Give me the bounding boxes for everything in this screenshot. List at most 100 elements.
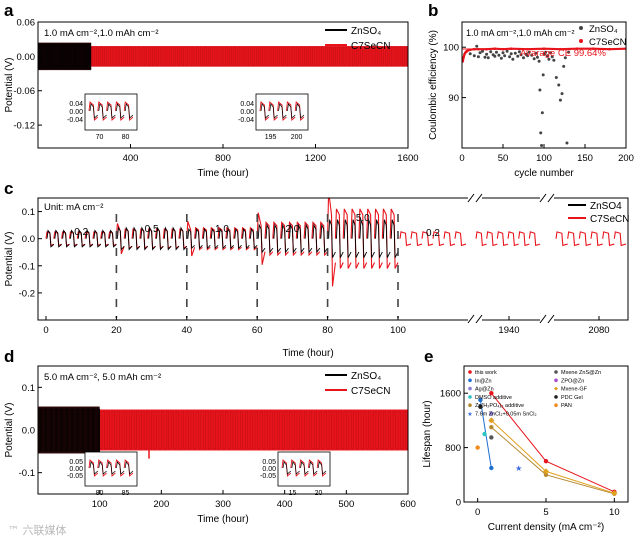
panel-b-znso4-point xyxy=(505,49,509,53)
legend-b-znso4-marker xyxy=(579,26,583,30)
panel-d-inset-2-znso4-trace xyxy=(282,461,327,475)
legend-d-c7secn-label: C7SeCN xyxy=(351,386,390,397)
panel-b-znso4-point xyxy=(499,56,503,60)
panel-c-xtick-label: 1940 xyxy=(498,325,519,336)
panel-c-xtick-label: 40 xyxy=(182,325,193,336)
panel-e-point xyxy=(475,445,480,450)
panel-c-c7secn-trace xyxy=(327,198,399,287)
panel-e-point xyxy=(478,404,483,409)
panel-c-annotation: Unit: mA cm⁻² xyxy=(44,202,103,213)
panel-e-legend-marker xyxy=(554,370,558,374)
panel-e-legend-label: Mxene-GF xyxy=(561,387,588,393)
legend-b-c7secn-marker xyxy=(579,39,583,43)
panel-b-c7secn-point xyxy=(608,47,611,51)
panel-e-legend-marker xyxy=(468,403,472,408)
panel-d-xlabel: Time (hour) xyxy=(197,514,248,525)
panel-c-znso4-trace xyxy=(328,219,399,258)
panel-e-legend-label: In@Zn xyxy=(475,378,492,384)
panel-b-c7secn-point xyxy=(485,47,488,51)
panel-e: ★ this work In@Zn Ag@Zn DMSO additive Zn(H₂P… xyxy=(422,365,629,533)
panel-a-inset-2-xtick-label: 195 xyxy=(265,134,277,141)
panel-e-legend-label: DMSO additive xyxy=(475,395,512,401)
panel-a-xtick-label: 1600 xyxy=(397,153,418,164)
panel-a-ylabel: Potential (V) xyxy=(4,57,15,112)
axis-break-mark xyxy=(467,193,555,324)
panel-e-xtick-label: 5 xyxy=(543,507,548,518)
panel-b-xtick-label: 100 xyxy=(536,153,552,164)
panel-e-legend-label: PDC Gel xyxy=(561,395,583,401)
panel-b-average-label: Avarage CE 99.64% xyxy=(520,48,606,59)
panel-b-znso4-point xyxy=(481,49,484,53)
panel-c-znso4-trace xyxy=(187,227,258,250)
panel-b-znso4-point xyxy=(516,54,520,58)
panel-b-znso4-point xyxy=(483,55,487,59)
legend-c-c7secn-label: C7SeCN xyxy=(590,214,629,225)
panel-d-inset-2-ytick-label: -0.05 xyxy=(260,473,276,480)
panel-b-znso4-point xyxy=(493,54,497,58)
panel-e-legend-marker xyxy=(554,378,558,383)
panel-b-znso4-point xyxy=(538,88,542,92)
panel-b-annotation: 1.0 mA cm⁻²,1.0 mAh cm⁻² xyxy=(466,28,575,38)
panel-e-point xyxy=(543,472,549,477)
panel-b-znso4-point xyxy=(545,54,549,58)
panel-b: 1.0 mA cm⁻²,1.0 mAh cm⁻² Avarage CE 99.6… xyxy=(428,21,634,179)
panel-e-legend-label: Zn(H₂PO₄)₂ additive xyxy=(475,403,524,409)
panel-b-znso4-point xyxy=(537,59,541,63)
panel-c-ytick-label: -0.1 xyxy=(19,261,35,272)
panel-b-znso4-point xyxy=(535,55,539,59)
panel-a-inset-1-znso4-trace xyxy=(89,103,134,119)
panel-e-point xyxy=(478,397,483,403)
panel-d-inset-1-znso4-trace xyxy=(89,461,134,475)
panel-c-c7secn-trace-tail xyxy=(475,231,541,247)
panel-b-c7secn-point xyxy=(542,47,546,51)
panel-a-inset-2-c7secn-trace xyxy=(259,101,305,121)
panel-d-inset-1-ytick-label: 0.05 xyxy=(69,459,83,466)
panel-e-legend-marker xyxy=(468,395,472,399)
panel-c-c7secn-trace-tail xyxy=(399,231,467,247)
panel-b-c7secn-point xyxy=(468,48,472,52)
panel-b-znso4-point xyxy=(526,54,530,58)
panel-e-legend-marker xyxy=(554,403,558,408)
panel-b-znso4-point xyxy=(472,54,476,58)
panel-b-c7secn-point xyxy=(462,60,465,63)
panel-c-c7secn-trace xyxy=(186,221,258,257)
panel-c-rate-label: 1.0 xyxy=(215,224,229,235)
panel-b-znso4-point xyxy=(476,55,480,59)
panel-a-annotation: 1.0 mA cm⁻²,1.0 mAh cm⁻² xyxy=(44,28,159,39)
panel-e-legend-label: PAN xyxy=(561,403,572,409)
panel-b-znso4-point xyxy=(513,51,517,55)
panel-label-c: c xyxy=(4,179,13,198)
panel-b-znso4-point xyxy=(475,44,479,48)
panel-a-znso4-oscillation xyxy=(38,43,92,70)
panel-b-znso4-point xyxy=(489,50,493,54)
panel-e-point: ★ xyxy=(515,464,522,473)
watermark: ™ 六联媒体 xyxy=(8,524,67,537)
panel-a-inset-2-ytick-label: 0.00 xyxy=(240,109,254,116)
panel-d-inset-1-xtick-label: 80 xyxy=(96,490,104,497)
panel-c-rate-label: 0.2 xyxy=(74,227,88,238)
panel-b-znso4-point xyxy=(519,53,523,57)
panel-b-znso4-point xyxy=(539,131,543,135)
panel-c-rate-label: 2.0 xyxy=(285,224,299,235)
panel-b-znso4-point xyxy=(563,56,567,60)
panel-d-xtick-label: 100 xyxy=(92,499,108,510)
panel-b-xtick-label: 200 xyxy=(618,153,634,164)
panel-label-d: d xyxy=(4,347,14,366)
panel-b-znso4-point xyxy=(497,53,501,57)
panel-b-znso4-point xyxy=(541,73,545,77)
panel-c-ytick-label: 0.0 xyxy=(22,234,35,245)
panel-d-ytick-label: 0.0 xyxy=(22,426,35,437)
panel-b-znso4-point xyxy=(522,56,525,60)
panel-e-point xyxy=(489,425,494,430)
panel-e-legend-marker xyxy=(554,386,558,391)
panel-d-ytick-label: 0.1 xyxy=(22,383,35,394)
panel-d-xtick-label: 500 xyxy=(338,499,354,510)
panel-c: Unit: mA cm⁻² 0.2 0.5 1.0 2.0 5.0 0.2 0.1 0.0 -… xyxy=(4,193,629,359)
panel-label-a: a xyxy=(4,1,14,20)
panel-e-legend-label: Mxene ZnS@Zn xyxy=(561,370,601,376)
panel-e-legend-marker xyxy=(554,395,558,399)
panel-a-xtick-label: 400 xyxy=(123,153,139,164)
panel-b-znso4-point xyxy=(552,58,556,62)
panel-b-znso4-point xyxy=(485,52,489,56)
panel-b-znso4-point xyxy=(558,98,562,102)
